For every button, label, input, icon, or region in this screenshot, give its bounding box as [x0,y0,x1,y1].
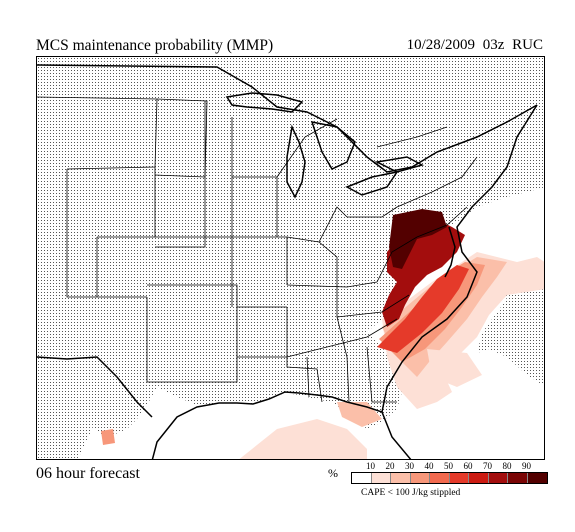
atlantic-coast [381,104,538,459]
legend-swatch [430,473,450,483]
map-canvas [37,57,544,459]
legend-tick: 60 [463,461,473,471]
stipple-note: CAPE < 100 J/kg stippled [361,488,461,498]
stippled-ocean-region [477,267,544,386]
prob-patch-sw [101,429,115,445]
legend-ticks: 10 20 30 40 50 60 70 80 90 [351,461,531,472]
legend-swatch [527,473,547,483]
legend-swatch [371,473,391,483]
stamp-hour: 03z [482,37,505,53]
legend-tick: 40 [424,461,434,471]
stippled-land-region [37,57,544,437]
great-lakes-ontario [374,156,425,173]
legend-tick: 50 [444,461,453,471]
legend-tick: 30 [405,461,414,471]
chesapeake-bay [444,226,456,278]
great-lakes-superior [225,92,304,113]
probability-map [36,56,545,460]
legend-swatch [508,473,528,483]
great-lakes-erie [345,170,399,196]
legend-swatch [449,473,469,483]
prob-band-60 [377,265,469,353]
prob-patch-ocean [427,349,482,387]
stamp-model: RUC [512,37,543,53]
canada-border [37,64,538,173]
legend-tick: 90 [522,461,531,471]
legend-swatch [391,473,411,483]
legend-tick: 80 [502,461,512,471]
prob-patch-gulf [239,419,367,459]
stippled-gulf-patch [37,379,93,459]
great-lakes-huron [310,121,356,170]
prob-band-90 [389,209,447,269]
legend-swatch [469,473,489,483]
color-legend [351,472,548,484]
forecast-label: 06 hour forecast [36,465,140,482]
coastlines [37,64,538,459]
gulf-coast [151,391,383,459]
valid-time-stamp: 10/28/2009 03z RUC [407,37,543,54]
stamp-date: 10/28/2009 [406,37,475,53]
legend-tick: 20 [385,461,395,471]
probability-shading [101,209,544,459]
legend-swatch [352,473,372,483]
mexico-border [37,356,153,418]
map-title: MCS maintenance probability (MMP) [36,37,274,54]
legend-swatch [488,473,508,483]
legend-unit: % [328,466,338,480]
great-lakes-michigan [286,124,306,199]
legend-swatch [410,473,430,483]
legend-tick: 70 [483,461,492,471]
legend-tick: 10 [366,461,375,471]
